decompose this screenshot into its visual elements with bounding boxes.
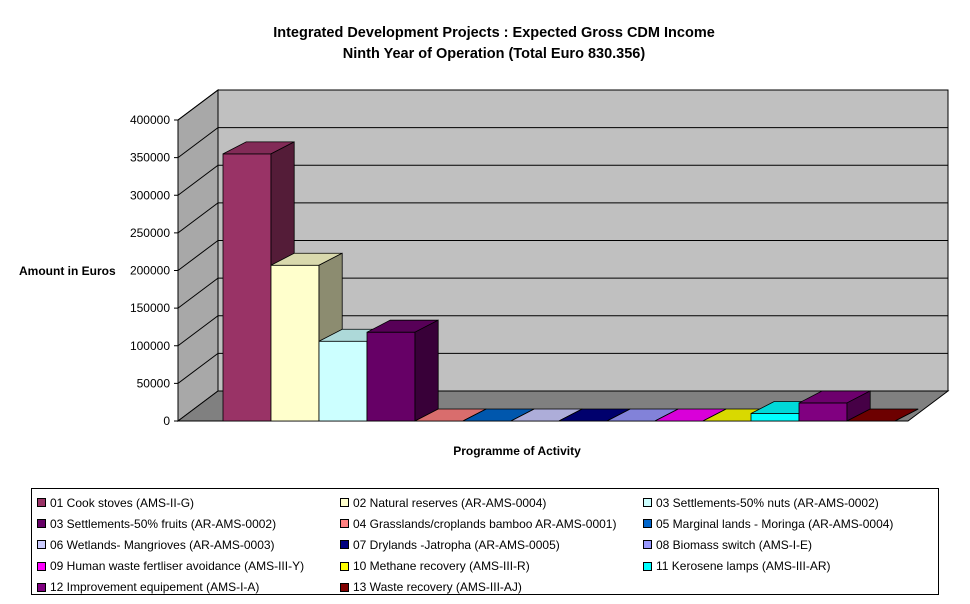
legend-item: 09 Human waste fertliser avoidance (AMS-… xyxy=(37,556,340,577)
bar-13 xyxy=(798,390,871,422)
legend-swatch xyxy=(37,519,46,529)
legend-label: 07 Drylands -Jatropha (AR-AMS-0005) xyxy=(353,537,560,552)
legend-items: 01 Cook stoves (AMS-II-G) 02 Natural rese… xyxy=(37,492,937,594)
legend-swatch xyxy=(643,498,652,508)
legend-swatch xyxy=(340,561,349,571)
legend-label: 02 Natural reserves (AR-AMS-0004) xyxy=(353,495,547,510)
legend-swatch xyxy=(643,540,652,550)
legend-item: 03 Settlements-50% fruits (AR-AMS-0002) xyxy=(37,513,340,534)
legend-swatch xyxy=(643,519,652,529)
legend-swatch xyxy=(340,540,349,550)
gridline-side xyxy=(177,352,219,384)
legend-item: 07 Drylands -Jatropha (AR-AMS-0005) xyxy=(340,534,643,555)
y-axis-label: Amount in Euros xyxy=(19,264,116,278)
y-tick-label: 100000 xyxy=(130,339,170,353)
legend-swatch xyxy=(37,582,46,592)
legend-item: 10 Methane recovery (AMS-III-R) xyxy=(340,556,643,577)
bar-14 xyxy=(846,408,919,422)
legend: 01 Cook stoves (AMS-II-G) 02 Natural rese… xyxy=(31,488,939,595)
y-tick-label: 400000 xyxy=(130,113,170,127)
gridline-side xyxy=(177,240,219,271)
bar-front xyxy=(798,402,848,422)
gridline-side xyxy=(177,127,219,159)
legend-item: 11 Kerosene lamps (AMS-III-AR) xyxy=(643,556,937,577)
y-tick-label: 300000 xyxy=(130,188,170,202)
chart-subtitle: Ninth Year of Operation (Total Euro 830.… xyxy=(343,46,646,62)
gridline-side xyxy=(177,277,219,309)
legend-label: 01 Cook stoves (AMS-II-G) xyxy=(50,495,195,510)
legend-swatch xyxy=(643,561,652,571)
legend-swatch xyxy=(37,540,46,550)
legend-label: 04 Grasslands/croplands bamboo AR-AMS-00… xyxy=(353,516,617,531)
gridline-side xyxy=(177,202,219,234)
legend-label: 08 Biomass switch (AMS-I-E) xyxy=(656,537,813,552)
legend-swatch xyxy=(340,498,349,508)
legend-swatch xyxy=(340,582,349,592)
legend-swatch xyxy=(37,561,46,571)
legend-swatch xyxy=(37,498,46,508)
legend-item: 13 Waste recovery (AMS-III-AJ) xyxy=(340,577,643,598)
legend-item: 08 Biomass switch (AMS-I-E) xyxy=(643,534,937,555)
legend-item: 02 Natural reserves (AR-AMS-0004) xyxy=(340,492,643,513)
legend-item: 03 Settlements-50% nuts (AR-AMS-0002) xyxy=(643,492,937,513)
bar-front xyxy=(270,264,320,422)
legend-label: 03 Settlements-50% nuts (AR-AMS-0002) xyxy=(656,495,879,510)
chart-title: Integrated Development Projects : Expect… xyxy=(273,25,715,41)
x-axis-label: Programme of Activity xyxy=(453,444,581,458)
gridline-side xyxy=(177,164,219,196)
legend-label: 12 Improvement equipement (AMS-I-A) xyxy=(50,580,260,595)
y-tick-label: 250000 xyxy=(130,226,170,240)
legend-label: 05 Marginal lands - Moringa (AR-AMS-0004… xyxy=(656,516,894,531)
legend-label: 03 Settlements-50% fruits (AR-AMS-0002) xyxy=(50,516,277,531)
bar-side xyxy=(894,408,919,422)
legend-label: 06 Wetlands- Mangrioves (AR-AMS-0003) xyxy=(50,537,275,552)
bar-4 xyxy=(366,319,439,422)
bars xyxy=(222,141,919,422)
legend-item: 05 Marginal lands - Moringa (AR-AMS-0004… xyxy=(643,513,937,534)
gridline-side xyxy=(177,315,219,347)
legend-label: 10 Methane recovery (AMS-III-R) xyxy=(353,559,530,574)
gridline-side xyxy=(177,89,219,121)
y-tick-labels: 0 50000 100000 150000 200000 250000 300000 3500… xyxy=(130,113,170,428)
legend-item: 06 Wetlands- Mangrioves (AR-AMS-0003) xyxy=(37,534,340,555)
legend-label: 11 Kerosene lamps (AMS-III-AR) xyxy=(656,559,831,574)
y-tick-label: 0 xyxy=(163,414,170,428)
y-tick-label: 200000 xyxy=(130,264,170,278)
bar-front xyxy=(366,331,416,422)
legend-label: 09 Human waste fertliser avoidance (AMS-… xyxy=(50,559,305,574)
y-tick-label: 150000 xyxy=(130,301,170,315)
y-tick-label: 350000 xyxy=(130,151,170,165)
bar-front xyxy=(318,340,368,422)
bar-side xyxy=(414,319,439,422)
legend-item: 01 Cook stoves (AMS-II-G) xyxy=(37,492,340,513)
y-tick-label: 50000 xyxy=(137,376,171,390)
legend-label: 13 Waste recovery (AMS-III-AJ) xyxy=(353,580,522,595)
legend-swatch xyxy=(340,519,349,529)
chart: Integrated Development Projects : Expect… xyxy=(19,25,950,458)
legend-item: 12 Improvement equipement (AMS-I-A) xyxy=(37,577,340,598)
bar-front xyxy=(222,153,272,422)
legend-item: 04 Grasslands/croplands bamboo AR-AMS-00… xyxy=(340,513,643,534)
bar-front xyxy=(750,413,800,422)
